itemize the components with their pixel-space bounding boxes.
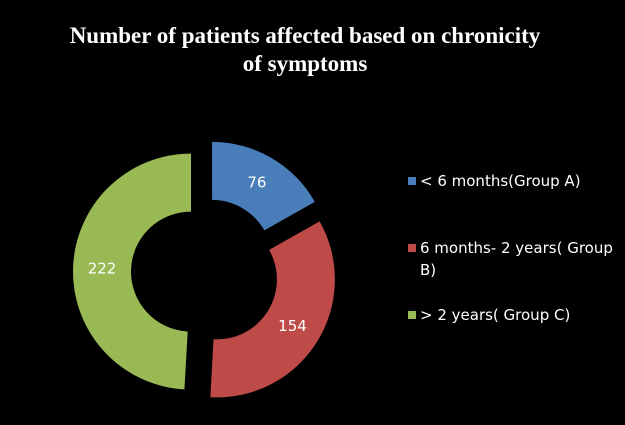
data-label: 154 <box>278 317 307 335</box>
chart-title: Number of patients affected based on chr… <box>69 23 541 76</box>
legend-swatch <box>408 244 416 252</box>
legend-label: < 6 months(Group A) <box>420 172 581 190</box>
legend-entry: > 2 years( Group C) <box>408 304 615 326</box>
doughnut-slice <box>73 153 192 390</box>
doughnut-slice <box>212 141 315 231</box>
data-label: 76 <box>247 174 266 192</box>
legend-swatch <box>408 177 416 185</box>
legend-entry: < 6 months(Group A) <box>408 170 615 192</box>
data-label: 222 <box>88 260 117 278</box>
legend-label: > 2 years( Group C) <box>420 306 571 324</box>
doughnut-slice <box>210 221 335 398</box>
legend-entry: 6 months- 2 years( Group B) <box>408 237 615 281</box>
legend-label: 6 months- 2 years( Group B) <box>420 239 613 279</box>
legend-swatch <box>408 311 416 319</box>
